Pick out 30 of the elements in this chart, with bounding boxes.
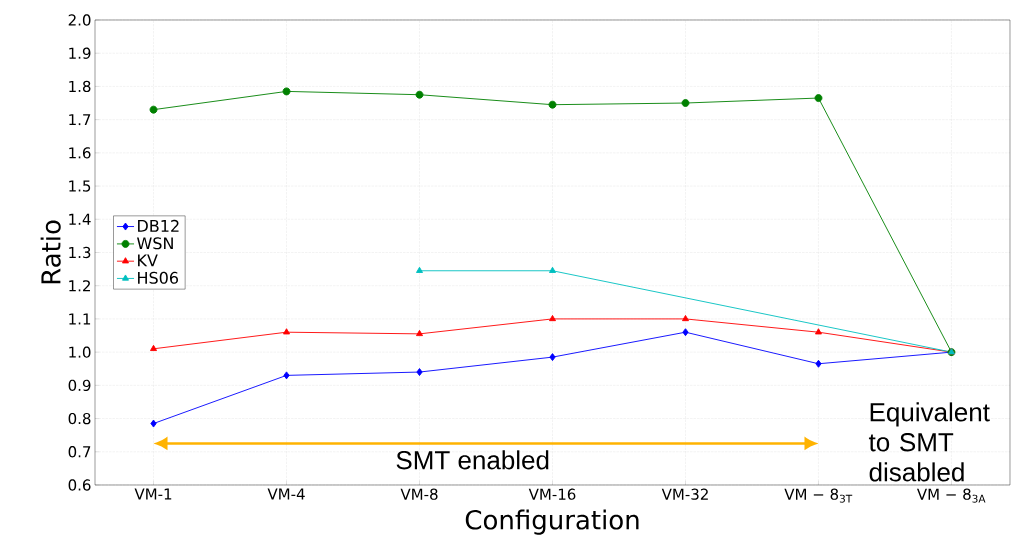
y-tick-label: 0.9: [68, 379, 91, 392]
x-tick-label: VM-16: [528, 488, 576, 500]
x-tick-label: VM-4: [267, 488, 305, 500]
y-tick-label: 1.4: [69, 213, 91, 225]
y-tick-label: 1.8: [69, 80, 91, 93]
y-tick-label: 1.3: [69, 246, 91, 259]
legend-label: DB12: [138, 219, 179, 232]
y-tick-label: 1.0: [69, 346, 91, 358]
y-tick-label: 2.0: [68, 14, 91, 26]
y-tick-label: 0.7: [68, 446, 91, 458]
y-tick-label: 1.9: [69, 47, 91, 59]
x-axis-title: Configuration: [465, 509, 639, 535]
y-tick-label: 0.6: [68, 479, 91, 491]
legend-label: HS06: [138, 271, 179, 284]
x-tick-label: VM-1: [134, 488, 172, 500]
y-tick-label: 1.6: [69, 147, 91, 159]
y-axis-title: Ratio: [40, 220, 61, 284]
y-tick-label: 0.8: [68, 412, 91, 425]
x-tick-label: VM − 8$_{3A}$: [916, 488, 986, 503]
legend-label: WSN: [137, 237, 173, 250]
x-tick-label: VM-32: [661, 488, 708, 500]
x-tick-label: VM-8: [400, 488, 438, 500]
y-tick-label: 1.2: [69, 280, 90, 292]
x-tick-label: VM − 8$_{3T}$: [784, 488, 853, 503]
annotation: Equivalent to SMT disabled: [868, 402, 990, 482]
legend-label: KV: [138, 254, 158, 267]
annotation: SMT enabled: [396, 450, 549, 470]
y-tick-label: 1.7: [69, 114, 91, 126]
y-tick-label: 1.5: [69, 180, 91, 192]
y-tick-label: 1.1: [69, 313, 91, 325]
